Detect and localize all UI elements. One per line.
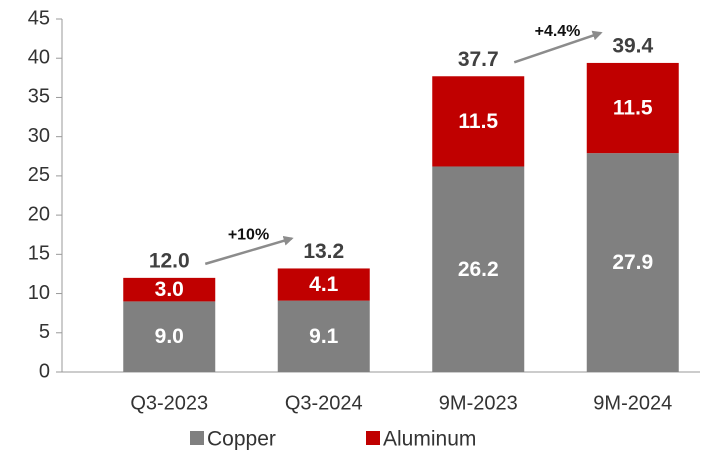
y-tick-label: 0: [39, 360, 50, 382]
x-tick-label: Q3-2024: [285, 392, 363, 414]
bar-segment: [123, 301, 216, 372]
bar-segment: [432, 166, 525, 372]
y-tick-label: 20: [28, 203, 50, 225]
y-tick-label: 15: [28, 243, 50, 265]
x-tick-label: 9M-2024: [593, 392, 672, 414]
bar-segment: [586, 153, 679, 372]
total-label: 37.7: [458, 48, 499, 71]
legend-swatch: [366, 431, 380, 445]
value-label: 27.9: [612, 251, 653, 274]
bar-segment: [277, 300, 370, 372]
arrow: [513, 30, 603, 64]
bar-segment: [586, 62, 679, 154]
total-label: 12.0: [149, 249, 190, 272]
y-tick-label: 5: [39, 321, 50, 343]
value-label: 11.5: [613, 97, 653, 120]
y-tick-label: 45: [28, 7, 50, 29]
legend-label: Copper: [207, 428, 276, 451]
y-tick-label: 30: [28, 125, 50, 147]
total-label: 13.2: [303, 240, 344, 263]
legend-label: Aluminum: [383, 428, 476, 451]
bar-segment: [277, 268, 370, 301]
x-tick-label: Q3-2023: [130, 392, 208, 414]
value-label: 11.5: [458, 110, 498, 133]
value-label: 9.0: [155, 325, 184, 348]
bar-segment: [123, 277, 216, 302]
y-tick-label: 10: [28, 282, 50, 304]
x-tick-label: 9M-2023: [439, 392, 518, 414]
annotation: +4.4%: [535, 23, 581, 40]
value-label: 4.1: [309, 273, 339, 296]
y-tick-label: 40: [28, 47, 50, 69]
arrow: [204, 235, 294, 266]
value-label: 3.0: [155, 278, 184, 301]
y-tick-label: 25: [28, 164, 50, 186]
value-label: 9.1: [309, 325, 339, 348]
legend-swatch: [190, 431, 204, 445]
total-label: 39.4: [612, 34, 653, 57]
y-tick-label: 35: [28, 86, 50, 108]
value-label: 26.2: [458, 258, 499, 281]
annotation: +10%: [228, 226, 269, 243]
bar-segment: [432, 76, 525, 167]
